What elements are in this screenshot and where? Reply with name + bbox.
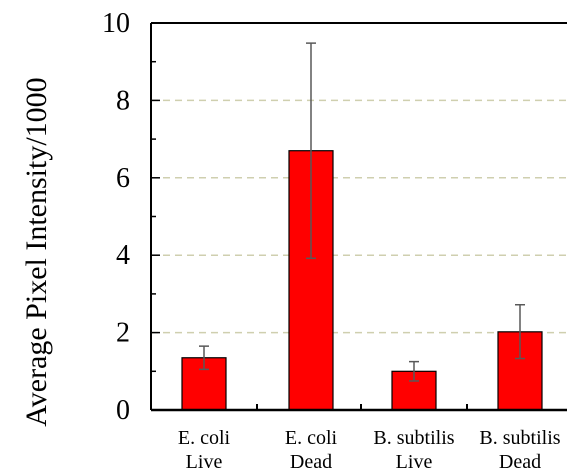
- bars: [181, 150, 543, 411]
- x-tick-label: E. coli: [285, 427, 338, 449]
- y-tick-label: 6: [116, 163, 130, 194]
- x-tick-label: E. coli: [178, 427, 231, 449]
- y-tick-labels: 0 2 4 6 8 10: [102, 8, 130, 426]
- y-tick-label: 2: [116, 318, 130, 349]
- axes: [150, 22, 567, 412]
- gridlines: [151, 99, 567, 334]
- x-tick-label: Live: [396, 451, 433, 473]
- x-tick-label: Live: [186, 451, 223, 473]
- x-tick-label: Dead: [290, 451, 332, 473]
- y-tick-label: 10: [102, 8, 130, 39]
- x-tick-label: Dead: [499, 451, 541, 473]
- y-tick-label: 0: [116, 395, 130, 426]
- error-bars: [199, 42, 525, 382]
- y-tick-label: 8: [116, 85, 130, 116]
- x-tick-label: B. subtilis: [373, 427, 454, 449]
- y-axis-title: Average Pixel Intensity/1000: [20, 77, 53, 426]
- y-tick-label: 4: [116, 240, 130, 271]
- x-tick-label: B. subtilis: [479, 427, 560, 449]
